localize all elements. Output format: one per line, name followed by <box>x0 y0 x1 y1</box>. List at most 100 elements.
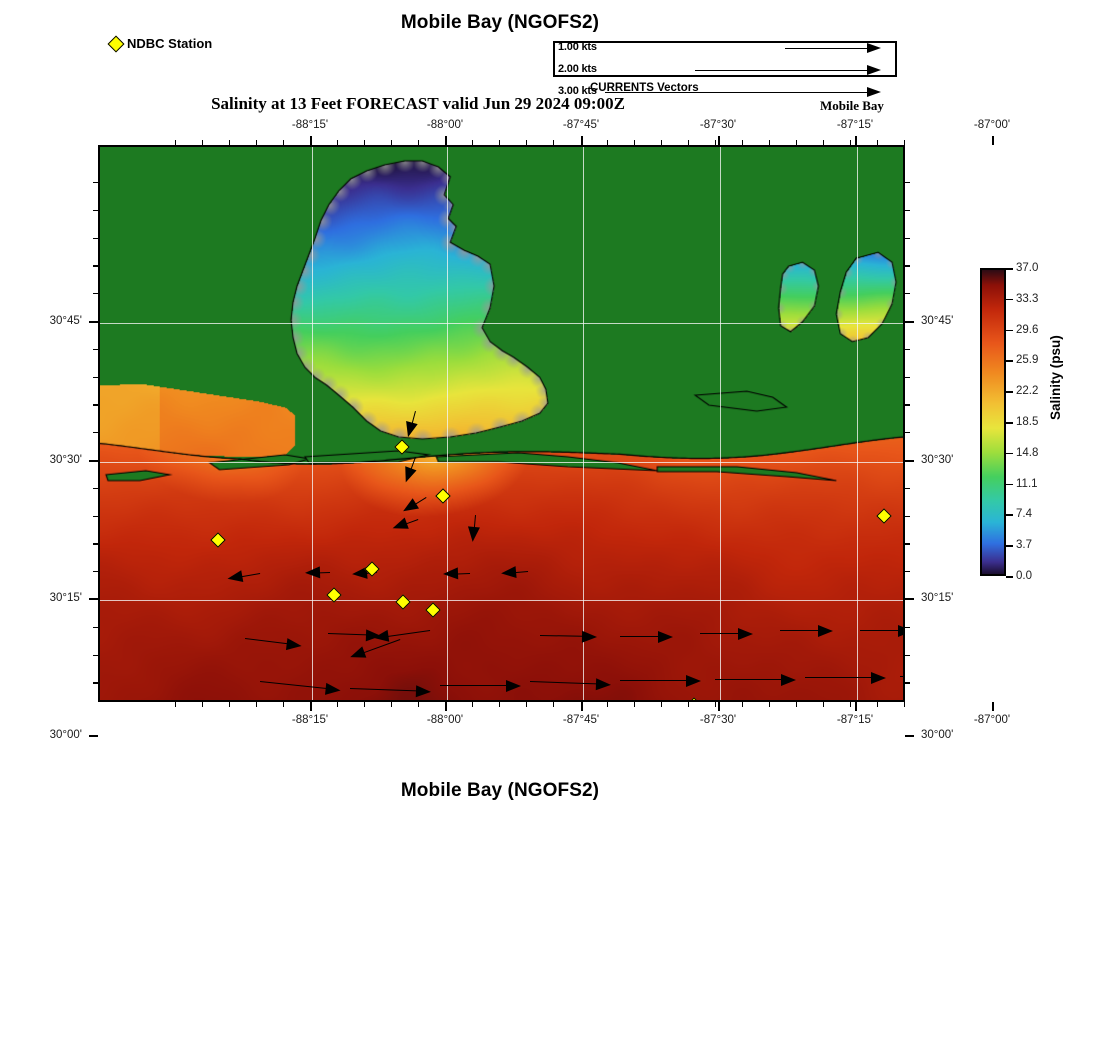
current-vector-arrowhead-icon <box>595 678 612 691</box>
current-vector-arrowhead-icon <box>500 566 517 580</box>
region-label: Mobile Bay <box>820 98 884 113</box>
colorbar-gradient <box>980 268 1006 576</box>
x-axis-minor-tick <box>229 140 231 145</box>
salinity-colorbar: 37.0 33.3 29.6 25.9 22.2 18.5 14.8 11.1 7.4 3.7 0.… <box>980 262 1038 582</box>
y-axis-minor-tick <box>905 237 910 239</box>
x-axis-minor-tick <box>715 702 717 707</box>
colorbar-tick-label: 33.3 <box>1016 292 1039 305</box>
graticule-parallel <box>100 462 903 463</box>
colorbar-tick <box>1006 391 1013 393</box>
y-axis-major-tick <box>89 735 98 737</box>
y-axis-minor-tick <box>905 654 910 656</box>
ndbc-station-label: NDBC Station <box>127 36 213 51</box>
current-vector-arrowhead-icon <box>738 628 753 640</box>
x-axis-minor-tick <box>769 702 771 707</box>
colorbar-tick <box>1006 483 1013 486</box>
x-axis-label-top: -87°30' <box>699 119 737 131</box>
current-vector-arrowhead-icon <box>304 566 321 579</box>
x-axis-minor-tick <box>229 702 231 707</box>
x-axis-minor-tick <box>607 140 609 145</box>
vector-scale-row: 1.00 kts <box>555 42 895 54</box>
y-axis-minor-tick <box>93 209 98 211</box>
x-axis-label-bottom: -87°15' <box>836 714 874 726</box>
colorbar-tick <box>1006 268 1013 270</box>
y-axis-label-right: 30°30' <box>921 454 954 466</box>
graticule-parallel <box>100 600 903 601</box>
x-axis-minor-tick <box>256 140 258 145</box>
vector-arrowhead-icon <box>867 65 881 75</box>
vector-scale-label: 3.00 kts <box>558 85 597 97</box>
x-axis-minor-tick <box>256 702 258 707</box>
y-axis-minor-tick <box>93 571 98 573</box>
current-vector-shaft <box>900 676 903 678</box>
y-axis-major-tick <box>905 321 914 323</box>
y-axis-minor-tick <box>93 348 98 350</box>
x-axis-major-tick <box>718 702 720 711</box>
current-vector-shaft <box>780 630 819 632</box>
x-axis-minor-tick <box>850 702 852 707</box>
x-axis-minor-tick <box>337 702 339 707</box>
current-vector-arrowhead-icon <box>871 672 886 684</box>
current-vector-shaft <box>805 677 872 679</box>
x-axis-minor-tick <box>337 140 339 145</box>
y-axis-minor-tick <box>905 571 910 573</box>
x-axis-minor-tick <box>823 702 825 707</box>
x-axis-label-top: -88°15' <box>291 119 329 131</box>
y-axis-minor-tick <box>93 515 98 517</box>
y-axis-minor-tick <box>905 432 910 434</box>
current-vector-arrowhead-icon <box>325 682 342 697</box>
colorbar-tick <box>1006 329 1013 332</box>
current-vector-arrowhead-icon <box>415 685 432 698</box>
graticule-meridian <box>857 147 858 700</box>
x-axis-major-tick <box>445 136 447 145</box>
x-axis-minor-tick <box>742 702 744 707</box>
x-axis-minor-tick <box>202 140 204 145</box>
vector-arrowhead-icon <box>867 87 881 97</box>
x-axis-minor-tick <box>661 140 663 145</box>
current-vector-arrowhead-icon <box>372 629 390 644</box>
y-axis-minor-tick <box>93 376 98 378</box>
x-axis-minor-tick <box>634 702 636 707</box>
colorbar-tick <box>1006 576 1013 578</box>
y-axis-label-right: 30°00' <box>921 729 954 741</box>
x-axis-major-tick <box>992 702 994 711</box>
y-axis-minor-tick <box>905 376 910 378</box>
ndbc-diamond-icon <box>107 35 125 52</box>
x-axis-major-tick <box>718 136 720 145</box>
x-axis-minor-tick <box>742 140 744 145</box>
current-vector-shaft <box>715 679 782 681</box>
x-axis-major-tick <box>445 702 447 711</box>
current-vector-arrowhead-icon <box>442 567 459 580</box>
graticule-meridian <box>312 147 313 700</box>
colorbar-tick <box>1006 360 1013 362</box>
colorbar-tick-label: 22.2 <box>1016 385 1039 398</box>
current-vector-shaft <box>440 685 507 687</box>
current-vector-arrowhead-icon <box>658 631 673 643</box>
salinity-field-canvas <box>100 147 903 700</box>
x-axis-minor-tick <box>391 702 393 707</box>
y-axis-minor-tick <box>93 654 98 656</box>
y-axis-major-tick <box>905 735 914 737</box>
x-axis-label-top: -88°00' <box>426 119 464 131</box>
colorbar-tick-label: 3.7 <box>1016 539 1032 552</box>
y-axis-major-tick <box>89 598 98 600</box>
ndbc-station-legend: NDBC Station <box>107 35 213 52</box>
current-vector-shaft <box>700 633 739 635</box>
y-axis-minor-tick <box>905 404 910 406</box>
page-title: Mobile Bay (NGOFS2) <box>400 12 600 33</box>
y-axis-label-right: 30°15' <box>921 592 954 604</box>
vector-scale-row: 2.00 kts <box>555 64 895 76</box>
x-axis-major-tick <box>581 136 583 145</box>
current-vector-arrowhead-icon <box>285 638 303 652</box>
y-axis-minor-tick <box>905 348 910 350</box>
y-axis-major-tick <box>905 598 914 600</box>
colorbar-tick-label: 37.0 <box>1016 262 1039 274</box>
y-axis-minor-tick <box>93 682 98 684</box>
y-axis-minor-tick <box>93 543 98 545</box>
x-axis-major-tick <box>310 702 312 711</box>
x-axis-minor-tick <box>526 140 528 145</box>
salinity-map[interactable] <box>98 145 905 702</box>
x-axis-label-bottom: -87°45' <box>562 714 600 726</box>
y-axis-minor-tick <box>93 432 98 434</box>
y-axis-minor-tick <box>93 487 98 489</box>
